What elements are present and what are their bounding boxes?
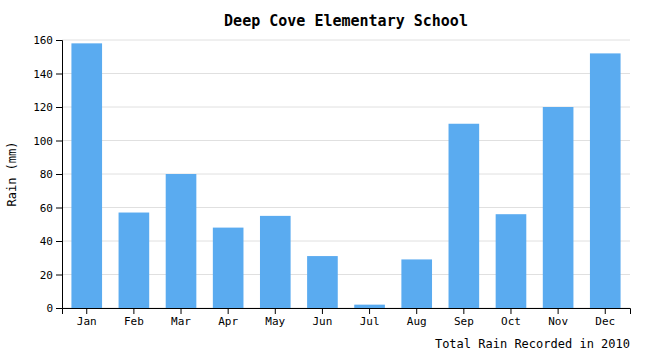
tick-label: 0 [46, 302, 53, 315]
tick-label: 20 [40, 269, 53, 282]
tick-mark [56, 107, 62, 108]
bar [166, 174, 197, 308]
bar [449, 124, 480, 308]
tick: Jan [77, 308, 97, 328]
tick-mark [56, 275, 62, 276]
tick-label: 120 [33, 101, 53, 114]
tick-mark [181, 308, 182, 314]
tick-mark [322, 308, 323, 314]
x-axis-title: Total Rain Recorded in 2010 [435, 337, 630, 351]
tick: Sep [454, 308, 474, 328]
tick-label: Nov [548, 315, 568, 328]
tick-mark [56, 74, 62, 75]
axis-line [56, 41, 63, 309]
tick-label: 80 [40, 168, 53, 181]
tick: Jun [312, 308, 332, 328]
tick-label: 160 [33, 34, 53, 47]
tick-mark [510, 308, 511, 314]
tick-label: Aug [407, 315, 427, 328]
tick-mark [86, 308, 87, 314]
tick-mark [56, 174, 62, 175]
tick: Mar [171, 308, 191, 328]
y-axis-title: Rain (mm) [5, 141, 19, 206]
tick: 20 [40, 269, 62, 282]
bar [401, 259, 432, 308]
bar [119, 213, 150, 308]
tick-mark [133, 308, 134, 314]
tick-mark [228, 308, 229, 314]
tick-mark [605, 308, 606, 314]
tick: 80 [40, 168, 62, 181]
tick: 60 [40, 202, 62, 215]
bar [213, 228, 244, 308]
tick: 160 [33, 34, 62, 47]
x-axis: Jan Feb Mar Apr May Jun Jul Aug Sep Oct Nov Dec [63, 308, 631, 328]
tick-mark [275, 308, 276, 314]
tick-mark [56, 241, 62, 242]
tick-mark [56, 208, 62, 209]
tick: Apr [218, 308, 238, 328]
tick: 120 [33, 101, 62, 114]
bar [307, 256, 338, 308]
tick: May [265, 308, 285, 328]
tick: Nov [548, 308, 568, 328]
tick-label: May [265, 315, 285, 328]
tick-mark [416, 308, 417, 314]
tick-mark [56, 308, 62, 309]
tick-label: Oct [501, 315, 521, 328]
tick-mark [463, 308, 464, 314]
bar [71, 43, 102, 308]
tick-label: 40 [40, 235, 53, 248]
tick: Feb [124, 308, 144, 328]
tick-label: 60 [40, 202, 53, 215]
tick-label: Jun [312, 315, 332, 328]
bars [71, 43, 620, 308]
grid-line [62, 73, 630, 74]
tick-label: Mar [171, 315, 191, 328]
tick-label: Sep [454, 315, 474, 328]
plot-area: 020406080100120140160JanFebMarAprMayJunJ… [33, 34, 630, 328]
title: Deep Cove Elementary School [224, 12, 468, 30]
tick-label: 140 [33, 68, 53, 81]
tick-label: Feb [124, 315, 144, 328]
bar [496, 214, 527, 308]
grid-line [62, 40, 630, 41]
tick: Oct [501, 308, 521, 328]
bar [590, 53, 621, 308]
tick-label: Jan [77, 315, 97, 328]
tick: 0 [46, 302, 62, 315]
tick: 140 [33, 68, 62, 81]
tick: 40 [40, 235, 62, 248]
tick-mark [56, 141, 62, 142]
tick: Aug [407, 308, 427, 328]
tick: 100 [33, 135, 62, 148]
tick-label: 100 [33, 135, 53, 148]
bar [543, 107, 574, 308]
y-axis: 0 20 40 60 80 100 120 140 160 [33, 34, 62, 315]
tick-label: Jul [360, 315, 380, 328]
grid [62, 40, 630, 308]
tick: Dec [595, 308, 615, 328]
bar [354, 305, 385, 308]
tick-label: Dec [595, 315, 615, 328]
tick-label: Apr [218, 315, 238, 328]
chart: 020406080100120140160JanFebMarAprMayJunJ… [0, 0, 650, 360]
bar [260, 216, 291, 308]
tick: Jul [360, 308, 380, 328]
tick-mark [56, 40, 62, 41]
tick-mark [369, 308, 370, 314]
tick-mark [558, 308, 559, 314]
axis-line [63, 309, 631, 315]
